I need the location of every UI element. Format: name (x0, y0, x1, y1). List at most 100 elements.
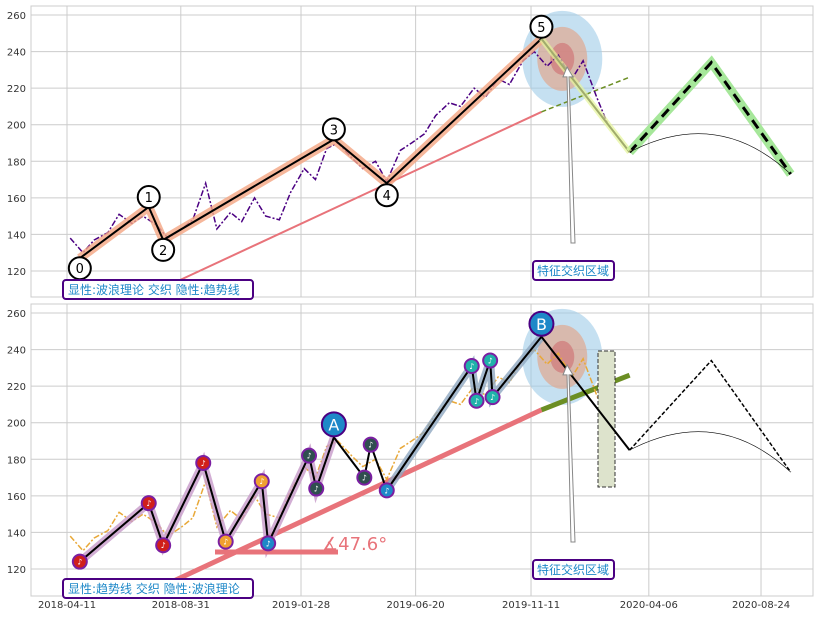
x-tick-label: 2018-08-31 (152, 600, 210, 611)
wave-label-circle (374, 183, 399, 208)
subwave-marker (308, 480, 325, 497)
note-icon: ♪ (368, 441, 373, 450)
wave-label-2: 2 (151, 237, 176, 262)
wave-label-circle (529, 14, 554, 39)
annotation-box-text: 显性:波浪理论 交织 隐性:趋势线 (68, 282, 240, 297)
note-icon: ♪ (77, 558, 82, 567)
subwave-marker (378, 482, 395, 499)
y-tick-label: 120 (7, 565, 26, 576)
wave-label-text: 5 (537, 21, 545, 36)
subwave-marker (356, 469, 373, 486)
subwave-marker (484, 389, 501, 406)
wave-label-circle (151, 237, 176, 262)
x-tick-label: 2019-06-20 (387, 600, 445, 611)
x-tick-label: 2020-04-06 (620, 600, 678, 611)
forecast-arc (629, 133, 791, 175)
note-icon: ♪ (146, 499, 151, 508)
forecast-arc (629, 431, 791, 473)
region-label-box: 特征交织区域 (532, 260, 615, 281)
subwave-marker (482, 352, 499, 369)
y-tick-label: 160 (7, 492, 26, 503)
annotation-box: 显性:趋势线 交织 隐性:波浪理论 (62, 578, 254, 599)
x-tick-label: 2020-08-24 (732, 600, 790, 611)
region-label-box: 特征交织区域 (532, 559, 615, 580)
region-label-text: 特征交织区域 (537, 562, 609, 577)
wave-label-text: 4 (383, 189, 391, 204)
arrow-icon (562, 363, 576, 543)
subwave-marker (260, 535, 277, 552)
y-tick-label: 220 (7, 382, 26, 393)
y-tick-label: 220 (7, 84, 26, 95)
wave-label-3: 3 (321, 117, 346, 142)
wave-label-circle (321, 117, 346, 142)
annotation-box: 显性:波浪理论 交织 隐性:趋势线 (62, 279, 254, 300)
wave-label-text: 0 (76, 262, 84, 277)
y-tick-label: 180 (7, 455, 26, 466)
big-label-B: B (536, 315, 547, 334)
note-icon: ♪ (266, 539, 271, 548)
region-label-text: 特征交织区域 (537, 263, 609, 278)
note-icon: ♪ (314, 485, 319, 494)
subwave-marker (217, 533, 234, 550)
trendline (167, 111, 542, 287)
region-label-frame (532, 260, 615, 281)
note-icon: ♪ (488, 357, 493, 366)
annotation-box-frame (62, 578, 254, 599)
wave-5-band (539, 36, 632, 154)
y-tick-label: 160 (7, 194, 26, 205)
forecast-line (628, 60, 792, 175)
subwave-marker (140, 495, 157, 512)
x-tick-label: 2019-11-11 (502, 600, 560, 611)
big-label-A-circle (320, 411, 347, 438)
y-tick-label: 180 (7, 157, 26, 168)
note-icon: ♪ (474, 397, 479, 406)
wave-label-text: 3 (330, 123, 338, 138)
wave-label-0: 0 (67, 256, 92, 281)
trendline (166, 407, 543, 586)
note-icon: ♪ (161, 541, 166, 550)
y-tick-label: 140 (7, 528, 26, 539)
region-label-frame (532, 559, 615, 580)
subwave-marker (468, 392, 485, 409)
subwave-marker (463, 358, 480, 375)
y-tick-label: 200 (7, 419, 26, 430)
y-tick-label: 240 (7, 346, 26, 357)
wave-label-text: 2 (159, 244, 167, 259)
subwave-marker (71, 553, 88, 570)
subwave-marker (155, 537, 172, 554)
note-icon: ♪ (223, 538, 228, 547)
y-tick-label: 260 (7, 11, 26, 22)
note-icon: ♪ (362, 474, 367, 483)
annotation-box-text: 显性:趋势线 交织 隐性:波浪理论 (68, 581, 240, 596)
note-icon: ♪ (469, 362, 474, 371)
y-tick-label: 260 (7, 309, 26, 320)
subwave-marker (301, 447, 318, 464)
wave-label-5: 5 (529, 14, 554, 39)
x-tick-label: 2019-01-28 (272, 600, 330, 611)
big-label-B-circle (528, 310, 555, 337)
arrow-icon (562, 65, 576, 244)
region-ellipse-inner (550, 340, 575, 373)
big-label-A: A (328, 415, 339, 434)
plot-area (30, 303, 814, 597)
y-tick-label: 120 (7, 267, 26, 278)
x-tick-label: 2018-04-11 (38, 600, 96, 611)
subwave-marker (253, 473, 270, 490)
y-tick-label: 240 (7, 48, 26, 59)
note-icon: ♪ (259, 477, 264, 486)
region-ellipse-inner (550, 42, 575, 75)
wave-label-text: 1 (145, 191, 153, 206)
forecast-line (629, 359, 792, 473)
annotation-box-frame (62, 279, 254, 300)
subwave-marker (195, 454, 212, 471)
note-icon: ♪ (384, 486, 389, 495)
wave-label-4: 4 (374, 183, 399, 208)
note-icon: ♪ (490, 393, 495, 402)
note-icon: ♪ (201, 459, 206, 468)
angle-label: ∡47.6° (322, 534, 387, 555)
note-icon: ♪ (306, 452, 311, 461)
wave-label-1: 1 (136, 185, 161, 209)
y-tick-label: 200 (7, 121, 26, 132)
subwave-marker (362, 436, 379, 453)
